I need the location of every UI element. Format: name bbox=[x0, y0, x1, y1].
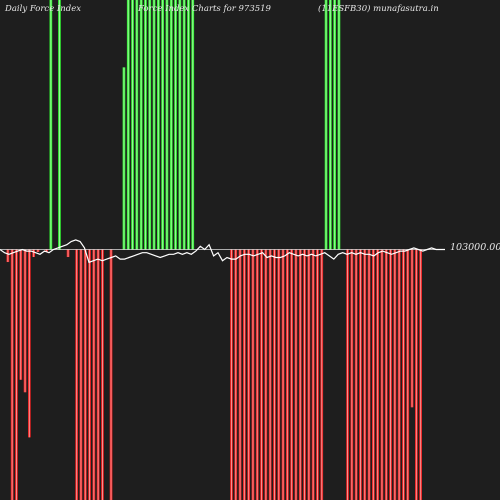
force-bar-highlight bbox=[11, 249, 13, 500]
force-bar-highlight bbox=[312, 249, 314, 500]
force-bar-highlight bbox=[7, 249, 9, 263]
force-bar-highlight bbox=[381, 249, 383, 500]
force-bar-highlight bbox=[175, 0, 176, 250]
force-bar-highlight bbox=[132, 0, 133, 250]
force-bar-highlight bbox=[355, 249, 357, 500]
force-bar-highlight bbox=[20, 249, 22, 380]
force-bar-highlight bbox=[351, 249, 353, 500]
force-bar-highlight bbox=[97, 249, 99, 500]
force-bar-highlight bbox=[188, 0, 189, 250]
force-bar-highlight bbox=[28, 249, 30, 438]
force-bar-highlight bbox=[243, 249, 245, 500]
force-bar-highlight bbox=[252, 249, 254, 500]
force-bar-highlight bbox=[256, 249, 258, 500]
force-bar-highlight bbox=[76, 249, 78, 500]
force-bar-highlight bbox=[183, 0, 185, 250]
force-bar-highlight bbox=[127, 0, 129, 250]
force-bar-highlight bbox=[166, 0, 168, 250]
force-bar-highlight bbox=[390, 249, 391, 500]
force-bar-highlight bbox=[192, 0, 194, 250]
force-bar-highlight bbox=[153, 0, 155, 250]
force-bar-highlight bbox=[407, 249, 409, 500]
force-bar-highlight bbox=[235, 249, 237, 500]
force-bar-highlight bbox=[411, 249, 413, 408]
force-bar-highlight bbox=[136, 0, 138, 250]
force-bar-highlight bbox=[157, 0, 159, 250]
zero-value-label: 103000.00 bbox=[450, 242, 500, 253]
force-bar-highlight bbox=[46, 249, 47, 253]
force-bar-highlight bbox=[347, 249, 348, 500]
force-bar-highlight bbox=[278, 249, 280, 500]
force-bar-highlight bbox=[24, 249, 26, 393]
force-bar-highlight bbox=[377, 249, 379, 500]
force-bar-highlight bbox=[368, 249, 370, 500]
force-bar-highlight bbox=[170, 0, 172, 250]
force-bar-highlight bbox=[321, 249, 323, 500]
force-bar-highlight bbox=[317, 249, 318, 500]
force-bar-highlight bbox=[269, 249, 271, 500]
force-bar-highlight bbox=[149, 0, 151, 250]
force-bar-highlight bbox=[239, 249, 241, 500]
force-bar-highlight bbox=[145, 0, 146, 250]
force-bar-highlight bbox=[360, 249, 361, 500]
force-bar-highlight bbox=[364, 249, 366, 500]
force-bar-highlight bbox=[248, 249, 250, 500]
force-bar-highlight bbox=[179, 0, 181, 250]
force-bar-highlight bbox=[325, 0, 327, 250]
force-bar-highlight bbox=[261, 249, 262, 500]
header-left: Daily Force Index bbox=[4, 4, 81, 14]
force-bar-highlight bbox=[372, 249, 374, 500]
force-bar-highlight bbox=[37, 249, 39, 253]
header-center: Force Index Charts for 973519 bbox=[137, 4, 272, 14]
force-bar-highlight bbox=[291, 249, 293, 500]
force-bar-highlight bbox=[231, 249, 232, 500]
force-bar-highlight bbox=[162, 0, 164, 250]
force-bar-highlight bbox=[84, 249, 86, 500]
force-bar-highlight bbox=[265, 249, 267, 500]
force-bar-highlight bbox=[385, 249, 387, 500]
force-bar-highlight bbox=[67, 249, 69, 258]
force-bar-highlight bbox=[59, 0, 60, 250]
force-bar-highlight bbox=[329, 0, 331, 250]
force-bar-highlight bbox=[403, 249, 404, 500]
force-bar-highlight bbox=[286, 249, 288, 500]
force-bar-highlight bbox=[282, 249, 284, 500]
force-bar-highlight bbox=[295, 249, 297, 500]
force-bar-highlight bbox=[304, 249, 305, 500]
force-bar-highlight bbox=[338, 0, 340, 250]
force-bar-highlight bbox=[308, 249, 310, 500]
force-index-line bbox=[0, 239, 445, 264]
force-bar-highlight bbox=[415, 249, 417, 500]
header-right: (11ESFB30) munafasutra.in bbox=[318, 3, 439, 14]
force-bar-highlight bbox=[93, 249, 95, 500]
force-bar-highlight bbox=[299, 249, 301, 500]
bars-layer bbox=[6, 0, 422, 500]
force-bar-highlight bbox=[80, 249, 82, 500]
force-bar-highlight bbox=[274, 249, 275, 500]
force-bar-highlight bbox=[102, 249, 103, 500]
force-bar-highlight bbox=[16, 249, 17, 500]
force-bar-highlight bbox=[140, 0, 142, 250]
force-bar-highlight bbox=[50, 0, 52, 250]
force-bar-highlight bbox=[110, 249, 112, 500]
force-bar-highlight bbox=[89, 249, 90, 500]
force-bar-highlight bbox=[334, 0, 336, 250]
force-bar-highlight bbox=[123, 67, 125, 250]
force-bar-highlight bbox=[33, 249, 35, 258]
force-bar-highlight bbox=[398, 249, 400, 500]
force-bar-highlight bbox=[420, 249, 422, 500]
force-bar-highlight bbox=[394, 249, 396, 500]
